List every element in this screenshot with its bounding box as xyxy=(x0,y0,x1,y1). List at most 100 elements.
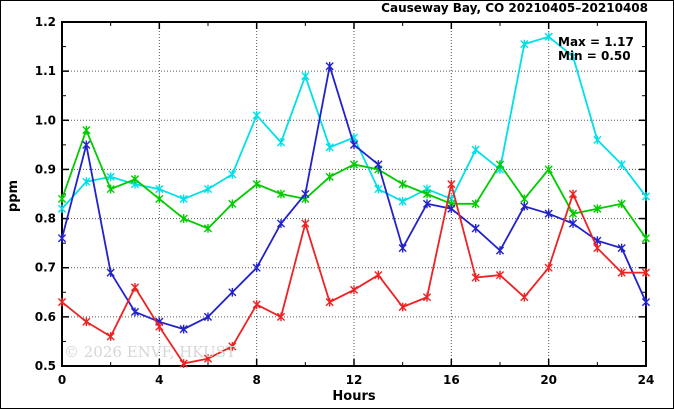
data-point-marker xyxy=(57,194,67,204)
data-point-marker xyxy=(252,263,261,273)
data-point-marker xyxy=(447,179,456,189)
data-point-marker xyxy=(203,184,213,194)
data-point-marker xyxy=(422,189,432,199)
series-blue-line xyxy=(57,61,651,334)
data-point-marker xyxy=(495,270,505,280)
y-tick-label: 0.7 xyxy=(35,261,56,275)
data-point-marker xyxy=(325,172,334,182)
series-red-line xyxy=(57,179,651,368)
data-point-marker xyxy=(82,177,91,187)
data-point-marker xyxy=(520,194,529,204)
data-point-marker xyxy=(276,312,286,322)
data-point-marker xyxy=(106,172,115,182)
axis-ticks xyxy=(61,21,647,367)
data-point-marker xyxy=(593,204,602,214)
data-point-marker xyxy=(325,297,334,307)
data-point-marker xyxy=(57,297,67,307)
x-tick-label: 20 xyxy=(540,373,557,387)
data-point-marker xyxy=(447,204,456,214)
data-point-marker xyxy=(155,184,164,194)
x-tick-label: 12 xyxy=(346,373,363,387)
annotation-min: Min = 0.50 xyxy=(558,49,631,63)
data-point-marker xyxy=(301,219,310,228)
data-point-marker xyxy=(398,179,407,189)
data-point-marker xyxy=(617,160,626,169)
data-point-marker xyxy=(641,192,651,201)
data-point-marker xyxy=(641,297,651,307)
data-point-marker xyxy=(276,189,286,199)
data-point-marker xyxy=(349,160,359,169)
data-point-marker xyxy=(374,184,383,194)
chart-title: Causeway Bay, CO 20210405–20210408 xyxy=(381,1,648,15)
data-point-marker xyxy=(568,52,578,61)
y-axis-label: ppm xyxy=(6,180,21,212)
data-point-marker xyxy=(641,268,651,278)
data-point-marker xyxy=(471,145,480,155)
data-point-marker xyxy=(301,189,310,199)
data-point-marker xyxy=(82,317,91,327)
data-point-marker xyxy=(106,332,115,341)
data-point-marker xyxy=(106,184,115,194)
y-tick-label: 0.5 xyxy=(35,359,56,373)
data-point-marker xyxy=(374,160,383,169)
data-point-marker xyxy=(228,169,237,179)
data-point-marker xyxy=(203,312,213,322)
watermark: © 2026 ENVF, HKUST xyxy=(64,343,236,361)
data-point-marker xyxy=(252,179,261,189)
data-point-marker xyxy=(228,287,237,297)
y-tick-label: 0.8 xyxy=(35,212,56,226)
y-tick-label: 0.6 xyxy=(35,310,56,324)
y-tick-label: 0.9 xyxy=(35,162,56,176)
y-tick-label: 1.2 xyxy=(35,15,56,29)
x-axis-label: Hours xyxy=(332,389,375,404)
data-point-marker xyxy=(568,189,578,199)
data-point-marker xyxy=(203,224,213,233)
data-point-marker xyxy=(471,224,480,233)
data-point-marker xyxy=(57,233,67,243)
data-series xyxy=(57,32,651,368)
data-point-marker xyxy=(130,174,140,184)
data-point-marker xyxy=(520,201,529,211)
x-tick-label: 8 xyxy=(252,373,260,387)
data-point-marker xyxy=(520,39,529,49)
data-point-marker xyxy=(422,292,432,302)
data-point-marker xyxy=(495,246,505,255)
data-point-marker xyxy=(374,270,383,280)
data-point-marker xyxy=(617,268,626,278)
data-point-marker xyxy=(593,135,602,145)
grid-lines xyxy=(62,22,646,366)
data-point-marker xyxy=(57,204,67,214)
data-point-marker xyxy=(471,273,480,282)
data-point-marker xyxy=(106,268,115,278)
data-point-marker xyxy=(544,32,553,42)
x-tick-labels: 0 4 8 12 16 20 24 xyxy=(58,373,655,387)
data-point-marker xyxy=(568,219,578,228)
data-point-marker xyxy=(228,341,237,351)
data-point-marker xyxy=(82,125,91,135)
data-point-marker xyxy=(179,194,188,204)
data-point-marker xyxy=(179,214,188,223)
series-green-line xyxy=(57,125,651,243)
data-point-marker xyxy=(422,199,432,209)
x-tick-label: 24 xyxy=(638,373,655,387)
data-point-marker xyxy=(130,282,140,292)
data-point-marker xyxy=(179,324,188,334)
y-tick-label: 1.0 xyxy=(35,113,56,127)
data-point-marker xyxy=(82,140,91,150)
data-point-marker xyxy=(252,110,261,120)
data-point-marker xyxy=(155,194,164,204)
data-point-marker xyxy=(349,285,359,295)
data-point-marker xyxy=(398,243,407,253)
data-point-marker xyxy=(544,263,553,273)
data-point-marker xyxy=(349,140,359,150)
data-point-marker xyxy=(520,292,529,302)
data-point-marker xyxy=(617,243,626,253)
y-tick-label: 1.1 xyxy=(35,64,56,78)
data-point-marker xyxy=(179,359,188,368)
data-point-marker xyxy=(276,219,286,228)
data-point-marker xyxy=(276,138,286,147)
data-point-marker xyxy=(398,196,407,206)
data-point-marker xyxy=(130,307,140,317)
